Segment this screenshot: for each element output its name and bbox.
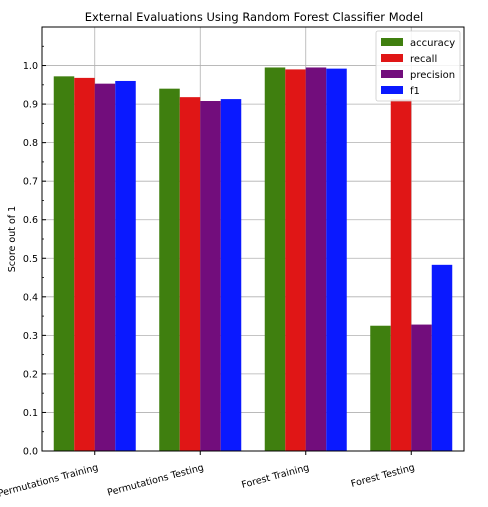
y-tick-label: 0.7 <box>23 177 38 188</box>
chart-title: External Evaluations Using Random Forest… <box>85 10 423 24</box>
y-tick-label: 0.5 <box>23 254 38 265</box>
x-tick-label: Permutations Training <box>0 462 100 499</box>
legend-label-f1: f1 <box>410 86 420 97</box>
y-tick-label: 0.4 <box>23 292 38 303</box>
bar-accuracy-1 <box>53 76 75 451</box>
legend-label-recall: recall <box>410 54 437 65</box>
y-tick-label: 0.9 <box>23 100 38 111</box>
x-tick-label: Forest Testing <box>350 462 416 490</box>
bar-precision-1 <box>94 83 116 452</box>
legend: accuracy recall precision f1 <box>375 30 461 102</box>
legend-swatch-accuracy <box>381 38 403 46</box>
y-tick-label: 0.0 <box>23 447 38 458</box>
x-tick-label: Permutations Testing <box>106 462 205 498</box>
bar-accuracy-3 <box>264 67 286 452</box>
bar-recall-2 <box>179 97 201 452</box>
bar-recall-1 <box>74 77 95 451</box>
y-tick-label: 0.1 <box>23 408 38 419</box>
y-axis-ticks: 0.0 0.1 0.2 0.3 0.4 0.5 0.6 0.7 0.8 0.9 1.0 <box>23 45 46 458</box>
bar-f1-3 <box>326 68 347 451</box>
y-tick-label: 1.0 <box>23 61 38 72</box>
bar-f1-2 <box>220 99 242 451</box>
bar-precision-4 <box>411 324 432 451</box>
legend-swatch-recall <box>381 54 403 62</box>
bar-precision-2 <box>200 101 221 452</box>
bar-accuracy-4 <box>370 325 391 451</box>
legend-swatch-precision <box>381 70 403 78</box>
y-tick-label: 0.3 <box>23 331 38 342</box>
bar-precision-3 <box>305 67 327 452</box>
bars <box>53 67 453 452</box>
bar-accuracy-2 <box>159 88 180 451</box>
x-axis-ticks: Permutations Training Permutations Testin… <box>0 451 416 500</box>
legend-box <box>375 30 461 102</box>
legend-label-precision: precision <box>410 70 455 81</box>
bar-f1-4 <box>431 264 453 451</box>
bar-recall-3 <box>285 69 306 452</box>
legend-swatch-f1 <box>381 86 403 94</box>
y-tick-label: 0.2 <box>23 369 38 380</box>
y-tick-label: 0.6 <box>23 215 38 226</box>
y-axis-label: Score out of 1 <box>7 206 18 272</box>
bar-recall-4 <box>390 99 412 451</box>
y-tick-label: 0.8 <box>23 138 38 149</box>
bar-f1-1 <box>115 80 136 452</box>
x-tick-label: Forest Training <box>240 462 310 491</box>
legend-label-accuracy: accuracy <box>410 38 455 49</box>
